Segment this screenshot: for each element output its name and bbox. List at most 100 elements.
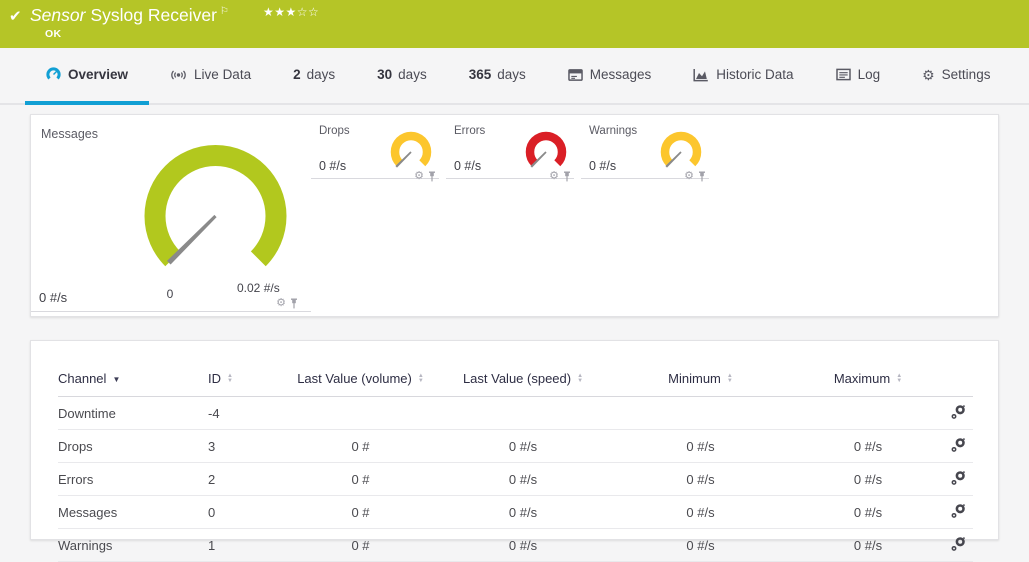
tab-messages[interactable]: Messages bbox=[547, 48, 673, 105]
channel-settings-icon[interactable] bbox=[950, 470, 966, 486]
channel-settings-icon[interactable] bbox=[950, 437, 966, 453]
area-chart-icon bbox=[693, 68, 709, 82]
gauge-panel-messages: Messages 0 0.02 #/s 0 #/s ⚙ bbox=[31, 115, 311, 316]
column-header-label: Maximum bbox=[833, 371, 891, 386]
priority-stars[interactable]: ★★★☆☆ bbox=[263, 5, 319, 19]
sensor-status-badge: OK bbox=[45, 28, 62, 40]
channel-maximum: 0 #/s bbox=[793, 528, 943, 562]
gauges-card: Messages 0 0.02 #/s 0 #/s ⚙ Drops 0 #/ bbox=[30, 114, 999, 317]
channel-id: -4 bbox=[208, 396, 283, 430]
sort-desc-icon: ▼ bbox=[417, 377, 424, 384]
divider bbox=[31, 311, 311, 312]
sort-icon: ▲ ▼ bbox=[227, 373, 233, 384]
table-header-row: Channel ▼ ID ▲ ▼ Last Value (volume) ▲ ▼ Last Va… bbox=[58, 363, 973, 397]
channel-row-errors[interactable]: Errors 2 0 # 0 #/s 0 #/s 0 #/s bbox=[58, 462, 973, 496]
channel-minimum: 0 #/s bbox=[608, 528, 793, 562]
mini-gauge bbox=[525, 131, 567, 168]
channel-last-value-speed: 0 #/s bbox=[438, 462, 608, 496]
pin-icon[interactable] bbox=[562, 171, 572, 182]
gauge-panel-errors: Errors 0 #/s ⚙ bbox=[446, 115, 574, 182]
pin-icon[interactable] bbox=[427, 171, 437, 182]
tab-label: Messages bbox=[589, 67, 652, 82]
tab-label: Overview bbox=[68, 67, 129, 82]
tab-historic-data[interactable]: Historic Data bbox=[672, 48, 814, 105]
overview-content: Messages 0 0.02 #/s 0 #/s ⚙ Drops 0 #/ bbox=[0, 105, 1029, 562]
gear-icon[interactable]: ⚙ bbox=[414, 170, 424, 182]
channel-name: Warnings bbox=[58, 528, 208, 562]
sensor-header: ✔ Sensor Syslog Receiver ⚐ ★★★☆☆ OK bbox=[0, 0, 1029, 48]
channel-row-drops[interactable]: Drops 3 0 # 0 #/s 0 #/s 0 #/s bbox=[58, 429, 973, 463]
column-header[interactable]: Channel ▼ bbox=[58, 363, 208, 397]
gauge-current-value: 0 #/s bbox=[319, 159, 347, 173]
tab-live-data[interactable]: Live Data bbox=[149, 48, 272, 105]
column-header[interactable]: Last Value (speed) ▲ ▼ bbox=[438, 363, 608, 397]
gauge-title: Warnings bbox=[589, 125, 638, 137]
tab-label: days bbox=[398, 67, 427, 82]
gear-icon[interactable]: ⚙ bbox=[276, 297, 286, 309]
sort-asc-icon: ▲ bbox=[896, 372, 903, 379]
sensor-type-label: Sensor bbox=[30, 5, 86, 25]
stars-filled: ★★★ bbox=[263, 5, 297, 19]
column-header-label: ID bbox=[208, 371, 221, 386]
channel-settings-icon[interactable] bbox=[950, 536, 966, 552]
gauge-title: Errors bbox=[454, 125, 486, 137]
column-header[interactable]: Minimum ▲ ▼ bbox=[608, 363, 793, 397]
channel-name: Messages bbox=[58, 495, 208, 529]
channels-table: Channel ▼ ID ▲ ▼ Last Value (volume) ▲ ▼ Last Va… bbox=[58, 363, 973, 562]
channel-row-warnings[interactable]: Warnings 1 0 # 0 #/s 0 #/s 0 #/s bbox=[58, 528, 973, 562]
tab-number: 365 bbox=[468, 67, 492, 82]
channel-last-value-speed: 0 #/s bbox=[438, 429, 608, 463]
channel-last-value-speed: 0 #/s bbox=[438, 495, 608, 529]
gear-icon: ⚙ bbox=[922, 66, 935, 83]
tab-label: days bbox=[306, 67, 336, 82]
pin-icon[interactable] bbox=[289, 298, 299, 309]
channel-name: Errors bbox=[58, 462, 208, 496]
gauge-tools: ⚙ bbox=[549, 171, 572, 182]
tab-label: Log bbox=[857, 67, 881, 82]
channel-last-value-speed: 0 #/s bbox=[438, 528, 608, 562]
gauge-title: Messages bbox=[41, 127, 98, 141]
gear-icon[interactable]: ⚙ bbox=[684, 170, 694, 182]
mini-gauge bbox=[390, 131, 432, 168]
channel-id: 3 bbox=[208, 429, 283, 463]
tab-log[interactable]: Log bbox=[815, 48, 902, 105]
tab-2-days[interactable]: 2 days bbox=[272, 48, 356, 105]
stars-empty: ☆☆ bbox=[296, 5, 320, 19]
column-header[interactable]: Last Value (volume) ▲ ▼ bbox=[283, 363, 438, 397]
channel-settings-icon[interactable] bbox=[950, 404, 966, 420]
tab-365-days[interactable]: 365 days bbox=[448, 48, 547, 105]
channel-maximum: 0 #/s bbox=[793, 462, 943, 496]
tab-number: 30 bbox=[377, 67, 393, 82]
mini-gauges-row: Drops 0 #/s ⚙ Errors 0 #/s ⚙ bbox=[311, 115, 716, 316]
tab-bar: Overview Live Data 2 days 30 days 365 da… bbox=[0, 48, 1029, 105]
status-check-icon: ✔ bbox=[9, 8, 22, 25]
gear-icon[interactable]: ⚙ bbox=[549, 170, 559, 182]
column-header-label: Channel bbox=[58, 371, 107, 386]
channel-maximum bbox=[793, 396, 943, 430]
log-icon bbox=[835, 68, 851, 81]
sort-desc-icon: ▼ bbox=[577, 377, 584, 384]
channel-last-value-volume: 0 # bbox=[283, 528, 438, 562]
tab-overview[interactable]: Overview bbox=[25, 48, 150, 105]
channels-card: Channel ▼ ID ▲ ▼ Last Value (volume) ▲ ▼ Last Va… bbox=[30, 340, 999, 562]
column-header[interactable]: ID ▲ ▼ bbox=[208, 363, 283, 397]
tab-30-days[interactable]: 30 days bbox=[356, 48, 448, 105]
gauge-tools: ⚙ bbox=[414, 171, 437, 182]
pin-icon[interactable] bbox=[697, 171, 707, 182]
column-header-label: Last Value (volume) bbox=[297, 371, 412, 386]
sort-asc-icon: ▲ bbox=[726, 372, 733, 379]
gauge-needle bbox=[167, 214, 217, 265]
sort-icon: ▲ ▼ bbox=[417, 373, 424, 384]
tab-label: days bbox=[497, 67, 526, 82]
channel-minimum: 0 #/s bbox=[608, 495, 793, 529]
flag-icon[interactable]: ⚐ bbox=[219, 6, 229, 17]
channel-row-downtime[interactable]: Downtime -4 bbox=[58, 396, 973, 430]
tab-settings[interactable]: ⚙ Settings bbox=[901, 48, 1011, 105]
channel-maximum: 0 #/s bbox=[793, 495, 943, 529]
messages-gauge bbox=[144, 145, 287, 267]
gauge-needle bbox=[665, 151, 682, 168]
channel-settings-icon[interactable] bbox=[950, 503, 966, 519]
channel-minimum bbox=[608, 396, 793, 430]
channel-row-messages[interactable]: Messages 0 0 # 0 #/s 0 #/s 0 #/s bbox=[58, 495, 973, 529]
column-header[interactable]: Maximum ▲ ▼ bbox=[793, 363, 943, 397]
